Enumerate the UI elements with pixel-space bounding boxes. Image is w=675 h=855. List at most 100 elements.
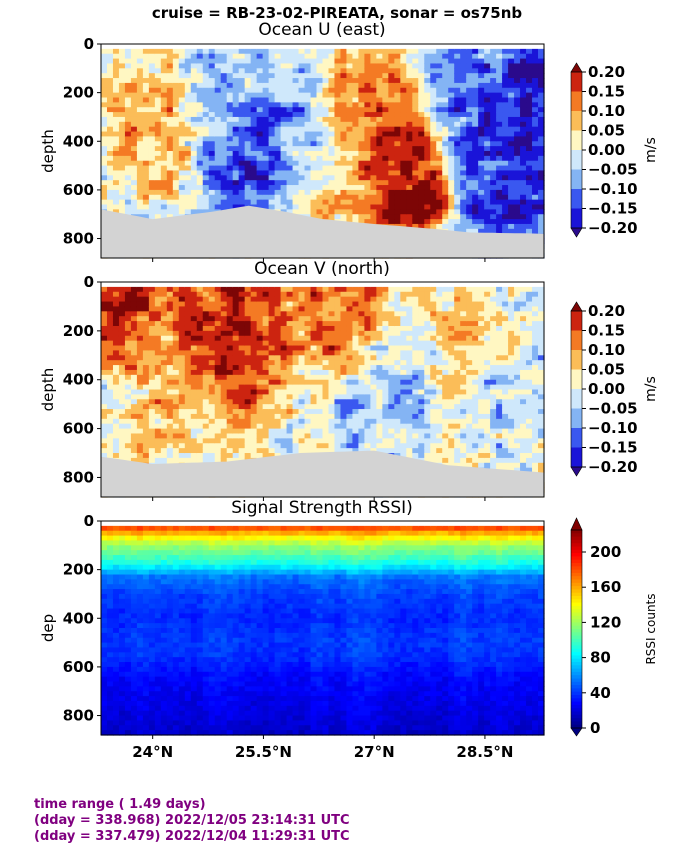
heatmap-cell bbox=[232, 330, 240, 337]
heatmap-cell bbox=[202, 155, 210, 162]
heatmap-cell bbox=[472, 116, 479, 123]
heatmap-cell bbox=[118, 175, 126, 181]
heatmap-cell bbox=[538, 126, 545, 133]
heatmap-cell bbox=[148, 194, 156, 201]
heatmap-cell bbox=[118, 160, 126, 167]
heatmap-cell bbox=[250, 369, 258, 376]
heatmap-cell bbox=[154, 185, 162, 191]
heatmap-cell bbox=[370, 116, 377, 123]
heatmap-cell bbox=[124, 286, 132, 293]
heatmap-cell bbox=[148, 316, 156, 322]
heatmap-cell bbox=[340, 141, 348, 147]
heatmap-cell bbox=[232, 136, 240, 142]
heatmap-cell bbox=[376, 136, 383, 142]
heatmap-cell bbox=[448, 73, 455, 79]
heatmap-cell bbox=[214, 321, 222, 327]
heatmap-cell bbox=[358, 87, 366, 94]
heatmap-cell bbox=[226, 384, 234, 391]
heatmap-cell bbox=[136, 175, 144, 181]
heatmap-cell bbox=[322, 394, 330, 400]
heatmap-cell bbox=[508, 102, 515, 108]
heatmap-cell bbox=[496, 121, 503, 128]
heatmap-cell bbox=[340, 165, 348, 172]
heatmap-cell bbox=[358, 53, 366, 60]
heatmap-cell bbox=[166, 204, 174, 210]
heatmap-cell bbox=[154, 63, 162, 69]
heatmap-cell bbox=[250, 199, 258, 206]
heatmap-cell bbox=[268, 204, 276, 210]
heatmap-cell bbox=[184, 170, 192, 176]
heatmap-cell bbox=[352, 160, 360, 167]
heatmap-cell bbox=[232, 389, 240, 395]
heatmap-cell bbox=[508, 194, 515, 201]
heatmap-cell bbox=[250, 330, 258, 337]
heatmap-cell bbox=[370, 209, 377, 215]
heatmap-cell bbox=[172, 141, 180, 147]
heatmap-cell bbox=[208, 374, 216, 381]
heatmap-cell bbox=[430, 151, 437, 157]
heatmap-cell bbox=[286, 355, 294, 361]
heatmap-cell bbox=[148, 199, 156, 206]
heatmap-cell bbox=[106, 160, 114, 167]
heatmap-cell bbox=[328, 126, 336, 133]
heatmap-cell bbox=[310, 97, 318, 103]
heatmap-cell bbox=[142, 311, 150, 317]
heatmap-cell bbox=[112, 107, 120, 113]
heatmap-cell bbox=[172, 345, 180, 352]
heatmap-cell bbox=[298, 428, 306, 435]
heatmap-cell bbox=[208, 453, 216, 459]
heatmap-cell bbox=[448, 199, 455, 206]
heatmap-cell bbox=[226, 404, 234, 410]
heatmap-cell bbox=[238, 340, 246, 347]
heatmap-cell bbox=[160, 199, 168, 206]
heatmap-cell bbox=[130, 384, 138, 391]
heatmap-cell bbox=[130, 97, 138, 103]
heatmap-cell bbox=[322, 175, 330, 181]
heatmap-cell bbox=[208, 345, 216, 352]
heatmap-cell bbox=[268, 291, 276, 298]
heatmap-cell bbox=[388, 73, 395, 79]
heatmap-cell bbox=[184, 389, 192, 395]
heatmap-cell bbox=[280, 335, 288, 342]
heatmap-cell bbox=[340, 92, 348, 99]
heatmap-cell bbox=[346, 170, 354, 176]
heatmap-cell bbox=[202, 185, 210, 191]
heatmap-cell bbox=[208, 418, 216, 425]
heatmap-cell bbox=[148, 107, 156, 113]
heatmap-cell bbox=[244, 443, 252, 449]
heatmap-cell bbox=[172, 136, 180, 142]
heatmap-cell bbox=[394, 116, 401, 123]
heatmap-cell bbox=[460, 58, 467, 65]
heatmap-cell bbox=[172, 170, 180, 176]
heatmap-cell bbox=[256, 136, 264, 142]
heatmap-cell bbox=[148, 131, 156, 138]
heatmap-cell bbox=[496, 131, 503, 138]
heatmap-cell bbox=[250, 155, 258, 162]
heatmap-cell bbox=[280, 87, 288, 94]
heatmap-cell bbox=[166, 325, 174, 332]
heatmap-cell bbox=[166, 335, 174, 342]
heatmap-cell bbox=[238, 199, 246, 206]
heatmap-cell bbox=[214, 141, 222, 147]
heatmap-cell bbox=[166, 389, 174, 395]
seafloor-mask bbox=[101, 205, 544, 258]
heatmap-cell bbox=[460, 97, 467, 103]
heatmap-cell bbox=[328, 194, 336, 201]
heatmap-cell bbox=[484, 116, 491, 123]
heatmap-cell bbox=[454, 44, 461, 50]
heatmap-cell bbox=[268, 355, 276, 361]
heatmap-cell bbox=[310, 73, 318, 79]
heatmap-cell bbox=[280, 63, 288, 69]
heatmap-cell bbox=[220, 87, 228, 94]
heatmap-cell bbox=[442, 78, 449, 84]
heatmap-cell bbox=[256, 291, 264, 298]
heatmap-cell bbox=[166, 355, 174, 361]
heatmap-cell bbox=[412, 97, 419, 103]
heatmap-cell bbox=[166, 457, 174, 464]
heatmap-cell bbox=[538, 141, 545, 147]
heatmap-cell bbox=[334, 92, 342, 99]
heatmap-cell bbox=[322, 180, 330, 186]
heatmap-cell bbox=[484, 189, 491, 196]
heatmap-cell bbox=[454, 87, 461, 94]
heatmap-cell bbox=[130, 296, 138, 303]
